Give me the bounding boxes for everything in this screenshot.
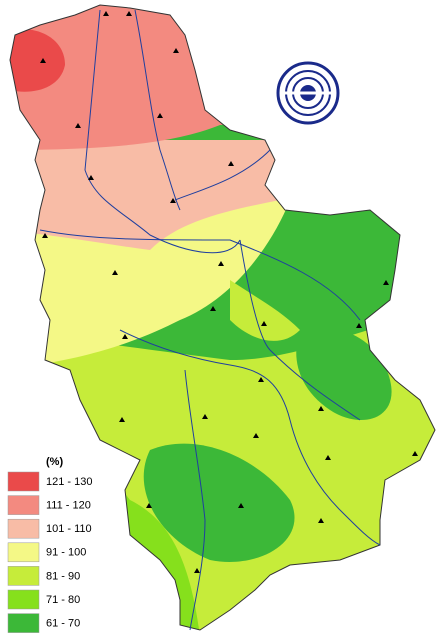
legend-label: 111 - 120 bbox=[46, 500, 91, 512]
legend-label: 61 - 70 bbox=[46, 618, 80, 630]
legend-swatch bbox=[7, 542, 40, 563]
zone bbox=[10, 200, 290, 370]
border bbox=[9, 4, 436, 631]
zone bbox=[230, 280, 300, 341]
legend-swatch bbox=[7, 589, 40, 610]
stations bbox=[40, 11, 418, 573]
legend-label: 81 - 90 bbox=[46, 570, 80, 582]
legend: (%) 121 - 130 111 - 120 101 - 110 91 - 100 8… bbox=[7, 456, 92, 633]
zone bbox=[143, 443, 295, 562]
legend-swatch bbox=[7, 518, 40, 539]
legend-swatch bbox=[7, 495, 40, 515]
legend-label: 101 - 110 bbox=[46, 523, 92, 535]
legend-label: 91 - 100 bbox=[46, 547, 86, 559]
logo bbox=[276, 61, 340, 125]
legend-label: 121 - 130 bbox=[46, 476, 92, 488]
zone bbox=[10, 29, 65, 92]
zone bbox=[10, 140, 280, 250]
legend-swatch bbox=[7, 566, 40, 586]
legend-title: (%) bbox=[46, 456, 63, 468]
legend-swatch bbox=[7, 613, 40, 633]
rivers bbox=[39, 9, 381, 631]
legend-swatch bbox=[7, 471, 40, 492]
zone bbox=[296, 327, 392, 420]
legend-label: 71 - 80 bbox=[46, 594, 80, 606]
